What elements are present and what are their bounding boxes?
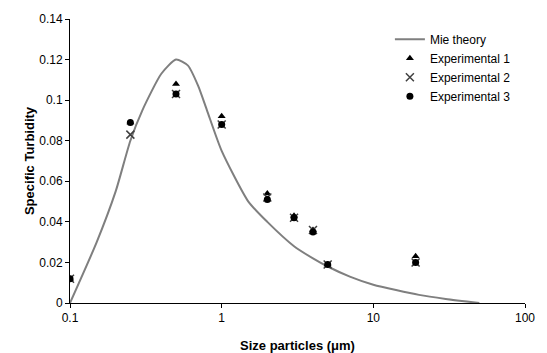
svg-text:100: 100 [515, 311, 535, 325]
svg-text:0.06: 0.06 [39, 174, 63, 188]
svg-text:Experimental 2: Experimental 2 [430, 71, 510, 85]
svg-text:Specific Turbidity: Specific Turbidity [22, 106, 37, 215]
svg-text:Experimental 3: Experimental 3 [430, 90, 510, 104]
svg-text:0.04: 0.04 [39, 215, 63, 229]
svg-text:10: 10 [367, 311, 381, 325]
svg-text:0: 0 [56, 296, 63, 310]
svg-text:0.12: 0.12 [39, 53, 63, 67]
svg-text:0.1: 0.1 [62, 311, 79, 325]
svg-text:Mie theory: Mie theory [430, 33, 486, 47]
svg-text:Size particles (μm): Size particles (μm) [240, 338, 355, 353]
svg-text:0.1: 0.1 [46, 93, 63, 107]
svg-text:0.14: 0.14 [39, 12, 63, 26]
svg-text:0.08: 0.08 [39, 134, 63, 148]
svg-text:Experimental 1: Experimental 1 [430, 52, 510, 66]
svg-text:1: 1 [218, 311, 225, 325]
svg-text:0.02: 0.02 [39, 256, 63, 270]
